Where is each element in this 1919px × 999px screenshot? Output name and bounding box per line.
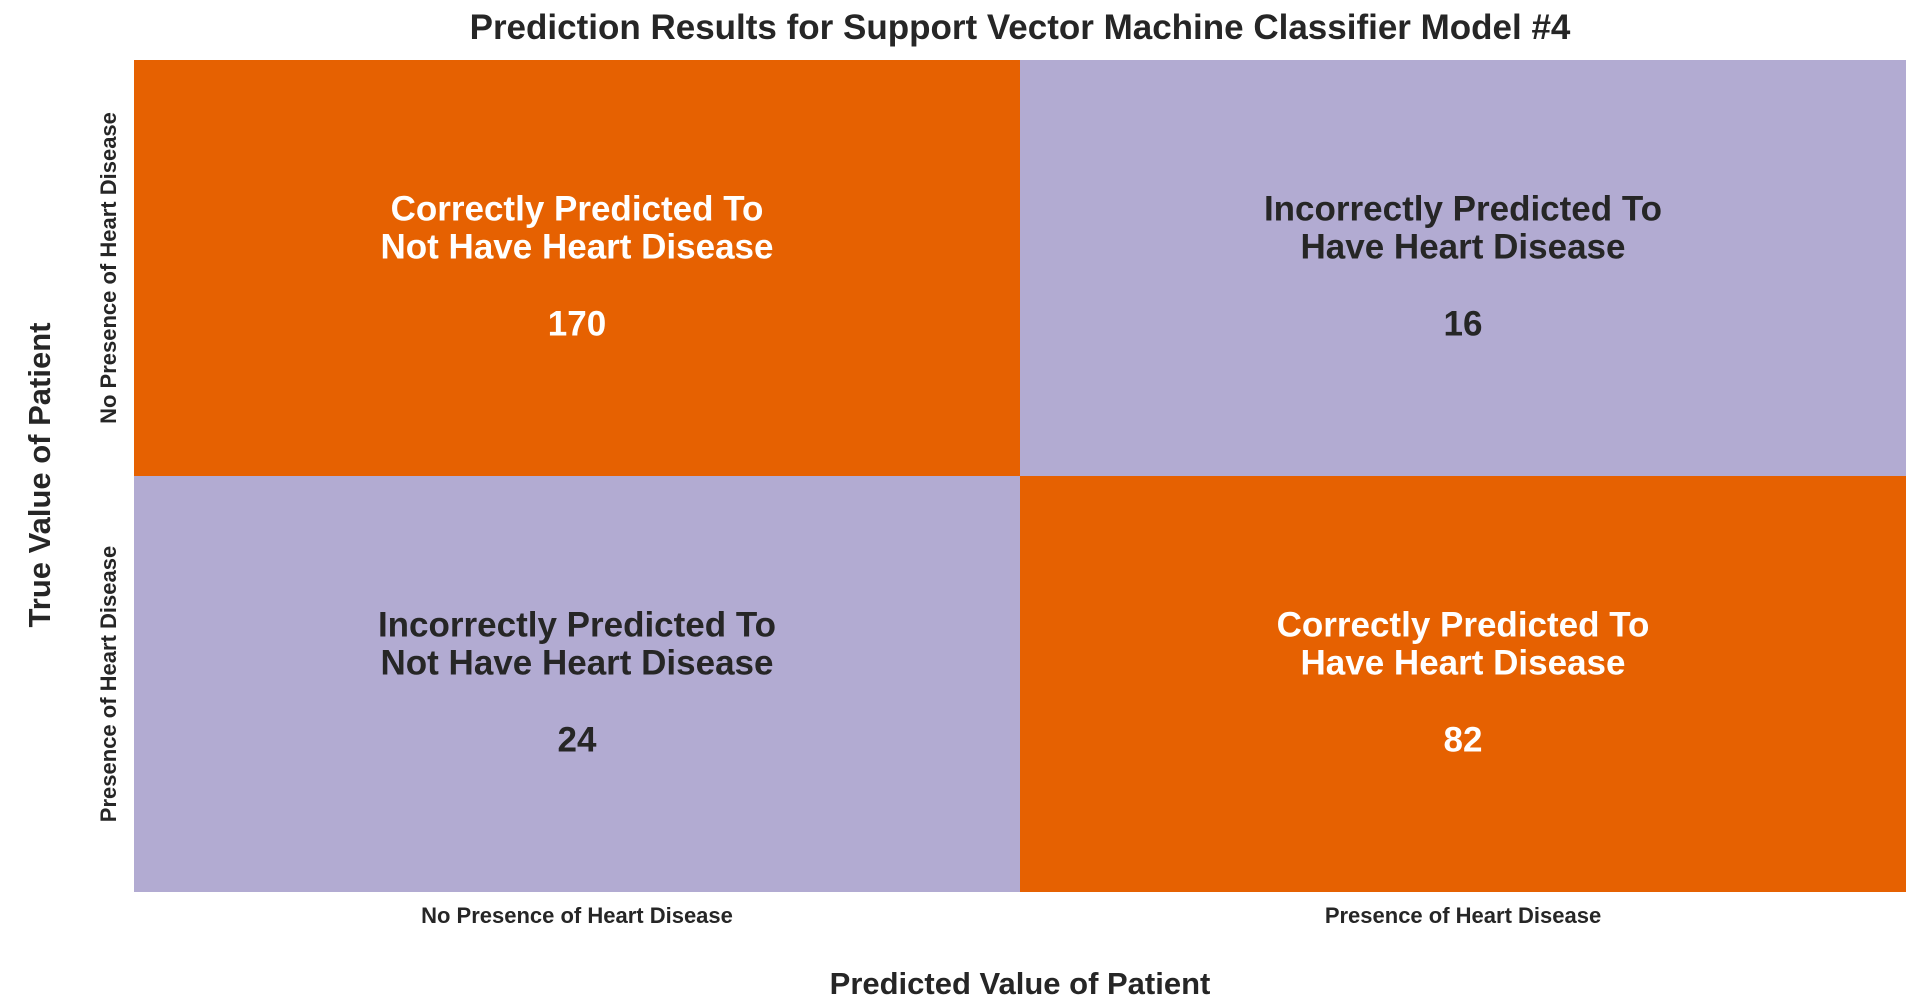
cell-label-line1-r1c1: Correctly Predicted To xyxy=(1277,605,1650,644)
y-tick-label-1: Presence of Heart Disease xyxy=(96,546,121,822)
cell-label-line1-r0c1: Incorrectly Predicted To xyxy=(1264,189,1662,228)
x-axis-label: Predicted Value of Patient xyxy=(830,966,1211,999)
cell-label-line2-r0c1: Have Heart Disease xyxy=(1301,227,1626,266)
x-axis-tick-labels: No Presence of Heart Disease Presence of … xyxy=(421,903,1601,928)
heatmap-cells xyxy=(134,60,1906,892)
heatmap-cell-r0c1 xyxy=(1020,60,1906,476)
y-axis-label: True Value of Patient xyxy=(22,323,57,628)
cell-value-r0c0: 170 xyxy=(548,304,606,343)
heatmap-cell-r0c0 xyxy=(134,60,1020,476)
cell-value-r1c0: 24 xyxy=(558,720,597,759)
cell-label-line1-r1c0: Incorrectly Predicted To xyxy=(378,605,776,644)
chart-title: Prediction Results for Support Vector Ma… xyxy=(470,8,1571,47)
cell-label-line2-r1c0: Not Have Heart Disease xyxy=(381,643,774,682)
cell-value-r1c1: 82 xyxy=(1444,720,1483,759)
x-tick-label-1: Presence of Heart Disease xyxy=(1325,903,1601,928)
y-axis-tick-labels: No Presence of Heart Disease Presence of … xyxy=(96,112,121,822)
cell-label-line2-r1c1: Have Heart Disease xyxy=(1301,643,1626,682)
y-tick-label-0: No Presence of Heart Disease xyxy=(96,112,121,424)
cell-label-line1-r0c0: Correctly Predicted To xyxy=(391,189,764,228)
x-tick-label-0: No Presence of Heart Disease xyxy=(421,903,733,928)
heatmap-cell-r1c1 xyxy=(1020,476,1906,892)
cell-label-line2-r0c0: Not Have Heart Disease xyxy=(381,227,774,266)
cell-value-r0c1: 16 xyxy=(1444,304,1483,343)
heatmap-cell-r1c0 xyxy=(134,476,1020,892)
